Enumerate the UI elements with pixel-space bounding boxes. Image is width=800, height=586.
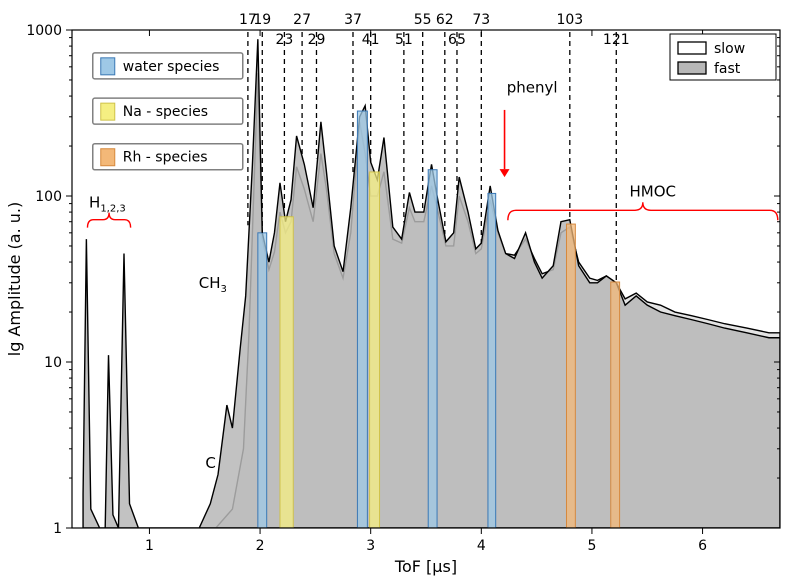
species-legend-water-label: water species <box>123 59 220 75</box>
mass-label-37: 37 <box>344 12 362 28</box>
ytick-10: 10 <box>44 355 62 371</box>
y-axis-label: lg Amplitude (a. u.) <box>5 202 24 356</box>
phenyl-label: phenyl <box>507 79 558 97</box>
ytick-1000: 1000 <box>26 23 62 39</box>
mass-label-121: 121 <box>603 32 630 48</box>
xtick-2: 2 <box>256 538 265 554</box>
band-rh <box>611 282 620 528</box>
band-water <box>357 111 367 528</box>
band-water <box>488 193 496 528</box>
mass-label-55: 55 <box>414 12 432 28</box>
xtick-6: 6 <box>698 538 707 554</box>
xtick-4: 4 <box>477 538 486 554</box>
series-legend-slow-swatch <box>678 42 706 54</box>
c-label: C <box>205 454 215 472</box>
chart-svg: 171923272937415155626573103121phenylH1,2… <box>0 0 800 586</box>
series-legend-fast-swatch <box>678 62 706 74</box>
xtick-3: 3 <box>366 538 375 554</box>
species-legend-na-label: Na - species <box>123 104 208 120</box>
xtick-5: 5 <box>587 538 596 554</box>
mass-label-27: 27 <box>293 12 311 28</box>
hmoc-label: HMOC <box>630 182 677 200</box>
species-legend-na-swatch <box>101 103 115 120</box>
mass-label-65: 65 <box>448 32 466 48</box>
mass-label-23: 23 <box>275 32 293 48</box>
ytick-100: 100 <box>35 189 62 205</box>
mass-label-73: 73 <box>472 12 490 28</box>
mass-label-103: 103 <box>556 12 583 28</box>
band-water <box>258 233 267 528</box>
series-legend-fast-label: fast <box>714 61 741 77</box>
band-water <box>428 170 437 528</box>
band-rh <box>566 224 575 528</box>
species-legend-rh-label: Rh - species <box>123 150 208 166</box>
species-legend-rh-swatch <box>101 149 115 166</box>
mass-label-62: 62 <box>436 12 454 28</box>
ytick-1: 1 <box>53 521 62 537</box>
band-na <box>370 172 380 528</box>
xtick-1: 1 <box>145 538 154 554</box>
mass-label-51: 51 <box>395 32 413 48</box>
series-legend-slow-label: slow <box>714 41 745 57</box>
species-legend-water-swatch <box>101 58 115 75</box>
mass-label-19: 19 <box>253 12 271 28</box>
mass-label-29: 29 <box>308 32 326 48</box>
x-axis-label: ToF [μs] <box>394 557 457 576</box>
tof-spectrum-chart: 171923272937415155626573103121phenylH1,2… <box>0 0 800 586</box>
band-na <box>280 217 293 528</box>
